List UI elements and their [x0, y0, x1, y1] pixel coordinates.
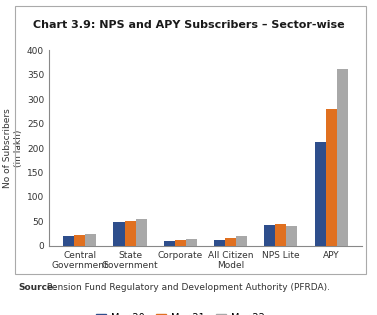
Y-axis label: No of Subscribers
(in lakh): No of Subscribers (in lakh) — [3, 108, 23, 188]
Bar — [175, 240, 186, 246]
Legend: Mar-20, Mar-21, Mar-22: Mar-20, Mar-21, Mar-22 — [92, 309, 268, 315]
Text: Pension Fund Regulatory and Development Authority (PFRDA).: Pension Fund Regulatory and Development … — [44, 284, 331, 293]
Text: Chart 3.9: NPS and APY Subscribers – Sector-wise: Chart 3.9: NPS and APY Subscribers – Sec… — [33, 20, 344, 31]
Text: Source:: Source: — [19, 284, 58, 293]
Bar — [63, 236, 74, 246]
Bar — [287, 226, 297, 246]
Bar — [124, 221, 136, 246]
Bar — [74, 235, 85, 246]
Bar — [264, 225, 275, 246]
Bar — [275, 224, 287, 246]
Bar — [337, 69, 348, 246]
Bar — [164, 241, 175, 246]
Bar — [225, 238, 236, 246]
Bar — [214, 240, 225, 246]
Bar — [85, 234, 97, 246]
Bar — [186, 239, 197, 246]
Bar — [136, 219, 147, 246]
Bar — [236, 237, 247, 246]
Bar — [314, 142, 326, 246]
Bar — [113, 222, 124, 246]
Bar — [326, 109, 337, 246]
